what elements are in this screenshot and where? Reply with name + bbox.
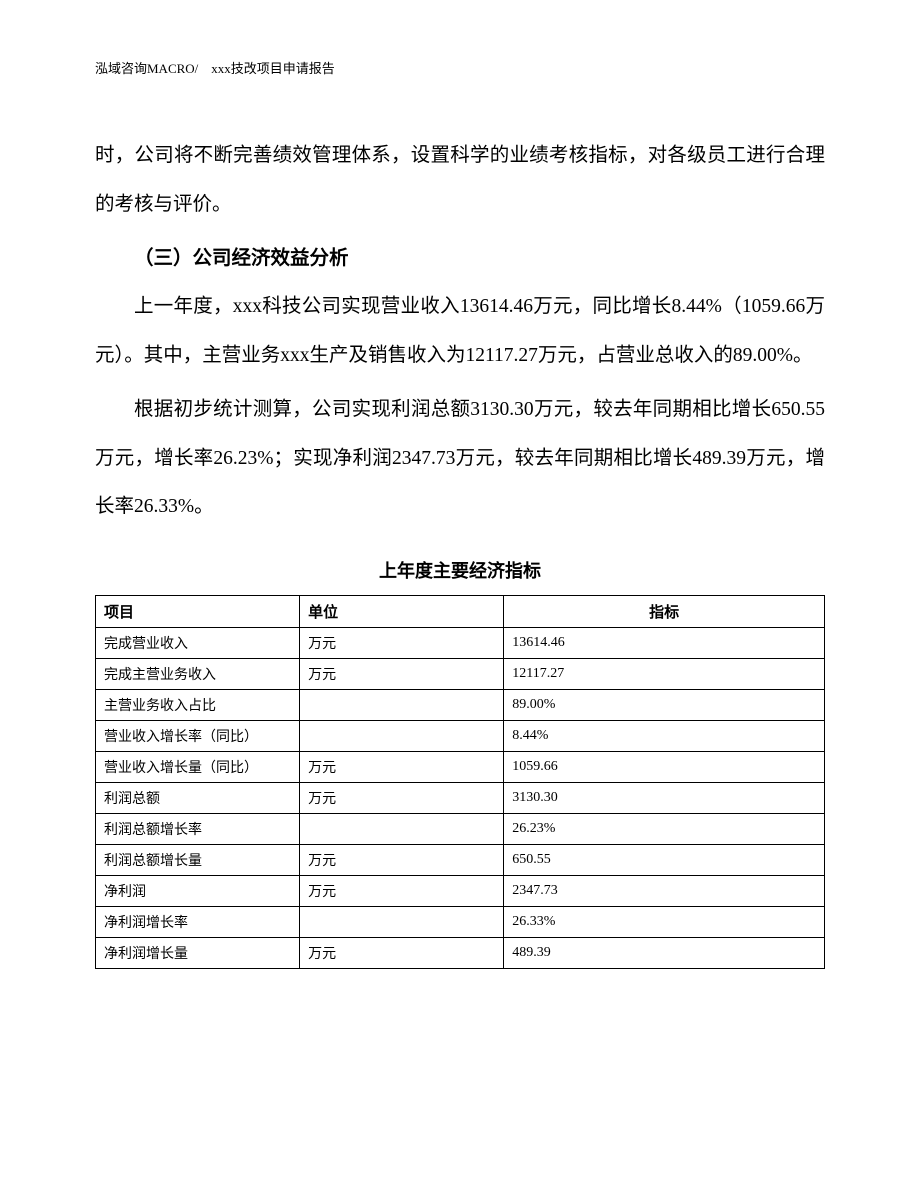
table-cell-unit [300, 907, 504, 938]
table-cell-unit: 万元 [300, 752, 504, 783]
table-cell-unit: 万元 [300, 659, 504, 690]
table-cell-item: 利润总额 [96, 783, 300, 814]
table-title: 上年度主要经济指标 [95, 557, 825, 583]
table-cell-unit [300, 690, 504, 721]
table-cell-item: 完成营业收入 [96, 628, 300, 659]
table-cell-unit: 万元 [300, 628, 504, 659]
table-cell-unit: 万元 [300, 783, 504, 814]
table-header-row: 项目 单位 指标 [96, 596, 825, 628]
table-row: 营业收入增长量（同比） 万元 1059.66 [96, 752, 825, 783]
section-title: （三）公司经济效益分析 [95, 235, 825, 284]
table-header-item: 项目 [96, 596, 300, 628]
table-cell-item: 净利润增长率 [96, 907, 300, 938]
table-header-value: 指标 [504, 596, 825, 628]
paragraph-3: 根据初步统计测算，公司实现利润总额3130.30万元，较去年同期相比增长650.… [95, 386, 825, 532]
table-cell-item: 营业收入增长率（同比） [96, 721, 300, 752]
table-cell-value: 89.00% [504, 690, 825, 721]
table-cell-value: 489.39 [504, 938, 825, 969]
table-cell-item: 利润总额增长量 [96, 845, 300, 876]
table-cell-item: 营业收入增长量（同比） [96, 752, 300, 783]
table-cell-item: 完成主营业务收入 [96, 659, 300, 690]
table-row: 完成主营业务收入 万元 12117.27 [96, 659, 825, 690]
table-cell-value: 12117.27 [504, 659, 825, 690]
table-row: 利润总额增长率 26.23% [96, 814, 825, 845]
table-row: 利润总额增长量 万元 650.55 [96, 845, 825, 876]
table-header-unit: 单位 [300, 596, 504, 628]
table-row: 净利润 万元 2347.73 [96, 876, 825, 907]
table-row: 净利润增长率 26.33% [96, 907, 825, 938]
table-row: 主营业务收入占比 89.00% [96, 690, 825, 721]
table-cell-value: 13614.46 [504, 628, 825, 659]
table-cell-value: 8.44% [504, 721, 825, 752]
table-cell-item: 净利润增长量 [96, 938, 300, 969]
table-row: 净利润增长量 万元 489.39 [96, 938, 825, 969]
table-cell-value: 2347.73 [504, 876, 825, 907]
table-cell-value: 26.33% [504, 907, 825, 938]
table-cell-item: 利润总额增长率 [96, 814, 300, 845]
table-cell-unit: 万元 [300, 876, 504, 907]
table-cell-unit [300, 814, 504, 845]
page-header: 泓域咨询MACRO/ xxx技改项目申请报告 [95, 58, 825, 77]
table-cell-unit: 万元 [300, 938, 504, 969]
paragraph-continuation: 时，公司将不断完善绩效管理体系，设置科学的业绩考核指标，对各级员工进行合理的考核… [95, 132, 825, 230]
table-cell-value: 650.55 [504, 845, 825, 876]
table-cell-unit [300, 721, 504, 752]
table-cell-item: 净利润 [96, 876, 300, 907]
table-row: 完成营业收入 万元 13614.46 [96, 628, 825, 659]
table-cell-unit: 万元 [300, 845, 504, 876]
table-cell-value: 3130.30 [504, 783, 825, 814]
paragraph-2: 上一年度，xxx科技公司实现营业收入13614.46万元，同比增长8.44%（1… [95, 283, 825, 381]
table-row: 利润总额 万元 3130.30 [96, 783, 825, 814]
table-row: 营业收入增长率（同比） 8.44% [96, 721, 825, 752]
table-cell-item: 主营业务收入占比 [96, 690, 300, 721]
economic-indicators-table: 项目 单位 指标 完成营业收入 万元 13614.46 完成主营业务收入 万元 … [95, 595, 825, 969]
table-cell-value: 1059.66 [504, 752, 825, 783]
table-cell-value: 26.23% [504, 814, 825, 845]
